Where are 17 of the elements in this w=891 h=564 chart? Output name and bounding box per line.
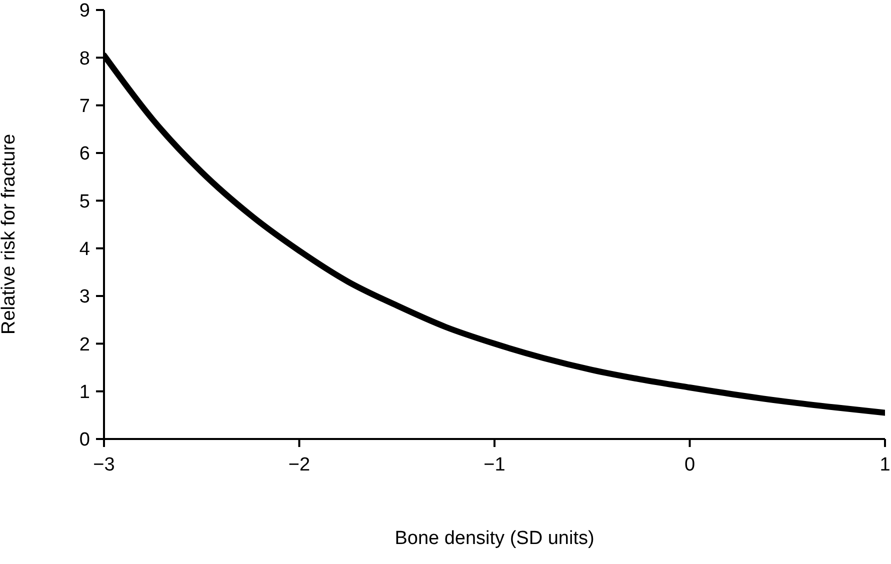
y-tick-label: 4 — [79, 239, 90, 260]
y-tick-label: 7 — [79, 96, 90, 118]
x-tick-label: −2 — [288, 454, 310, 476]
y-tick-label: 6 — [79, 144, 90, 165]
y-tick-label: 2 — [79, 334, 90, 356]
x-tick-label: 0 — [684, 454, 696, 476]
x-axis-title: Bone density (SD units) — [394, 528, 594, 549]
y-tick-label: 3 — [79, 286, 90, 308]
y-axis-title: Relative risk for fracture — [0, 134, 20, 334]
y-tick-label: 0 — [79, 430, 90, 451]
y-tick-label: 5 — [79, 191, 90, 212]
x-tick-label: 1 — [880, 454, 890, 476]
y-tick-label: 1 — [79, 382, 90, 404]
x-tick-label: −3 — [93, 454, 115, 476]
y-tick-label: 9 — [79, 0, 90, 22]
x-tick-label: −1 — [484, 454, 506, 476]
y-tick-label: 8 — [79, 48, 90, 70]
